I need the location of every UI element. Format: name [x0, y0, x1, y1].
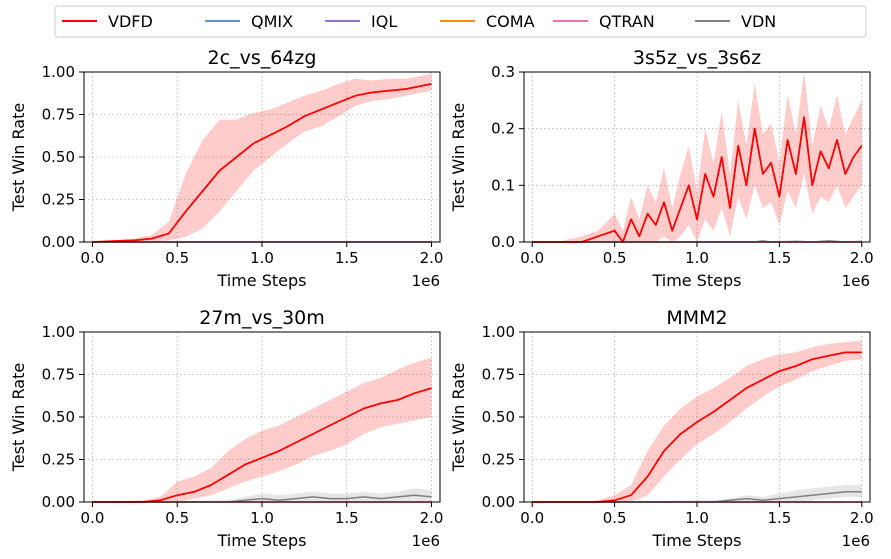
- x-tick-label: 0.0: [520, 249, 544, 267]
- band-vdn: [92, 488, 432, 502]
- y-axis-label: Test Win Rate: [9, 103, 28, 212]
- legend-label-qmix: QMIX: [251, 12, 293, 31]
- y-tick-label: 1.00: [42, 63, 75, 81]
- x-offset-label: 1e6: [842, 272, 870, 290]
- y-tick-label: 0.75: [42, 366, 75, 384]
- x-tick-label: 0.5: [165, 509, 189, 527]
- subplot-title: MMM2: [666, 307, 727, 329]
- x-axis-label: Time Steps: [216, 531, 306, 550]
- subplot-title: 27m_vs_30m: [199, 307, 325, 329]
- y-tick-label: 0.00: [482, 493, 515, 511]
- x-tick-label: 0.0: [520, 509, 544, 527]
- x-tick-label: 2.0: [850, 509, 874, 527]
- x-tick-label: 0.5: [165, 249, 189, 267]
- y-tick-label: 0.50: [42, 148, 75, 166]
- x-tick-label: 2.0: [420, 509, 444, 527]
- y-axis-label: Test Win Rate: [449, 363, 468, 472]
- band-vdn: [532, 485, 862, 502]
- legend-label-vdfd: VDFD: [108, 12, 153, 31]
- y-tick-label: 0.00: [42, 233, 75, 251]
- y-tick-label: 0.0: [491, 233, 515, 251]
- x-tick-label: 1.5: [767, 509, 791, 527]
- band-vdfd: [92, 357, 432, 502]
- y-tick-label: 0.75: [482, 366, 515, 384]
- x-tick-label: 1.0: [250, 249, 274, 267]
- y-tick-label: 0.25: [482, 451, 515, 469]
- line-vdfd: [92, 387, 432, 503]
- subplot-27m-vs-30m: 0.0 0.5 1.0 1.5 2.0 0.00 0.25 0.50 0.75 1.00 27m_v…: [9, 307, 443, 550]
- subplot-3s5z-vs-3s6z: 0.0 0.5 1.0 1.5 2.0 0.0 0.1 0.2 0.3 3s5z_vs_3s6z T…: [449, 47, 874, 290]
- y-tick-label: 0.2: [491, 120, 515, 138]
- subplot-2c-vs-64zg: 0.0 0.5 1.0 1.5 2.0 0.00 0.25 0.50 0.75 1.00 2c_vs…: [9, 47, 443, 290]
- x-offset-label: 1e6: [842, 532, 870, 550]
- y-tick-label: 0.1: [491, 176, 515, 194]
- subplot-title: 3s5z_vs_3s6z: [633, 47, 761, 69]
- y-axis-label: Test Win Rate: [449, 103, 468, 212]
- legend-label-vdn: VDN: [741, 12, 776, 31]
- y-tick-label: 0.3: [491, 63, 515, 81]
- x-tick-label: 0.0: [81, 249, 105, 267]
- x-tick-label: 0.5: [603, 249, 627, 267]
- x-tick-label: 1.0: [250, 509, 274, 527]
- x-offset-label: 1e6: [412, 272, 440, 290]
- y-tick-label: 0.25: [42, 191, 75, 209]
- band-vdfd: [92, 73, 432, 242]
- subplot-title: 2c_vs_64zg: [208, 47, 317, 69]
- y-tick-label: 0.75: [42, 106, 75, 124]
- x-tick-label: 0.5: [603, 509, 627, 527]
- line-vdn: [92, 494, 432, 503]
- x-tick-label: 2.0: [850, 249, 874, 267]
- legend-label-coma: COMA: [486, 12, 535, 31]
- band-vdfd: [532, 72, 862, 242]
- x-tick-label: 2.0: [420, 249, 444, 267]
- x-tick-label: 1.5: [767, 249, 791, 267]
- legend-label-qtran: QTRAN: [599, 12, 655, 31]
- x-tick-label: 1.0: [685, 509, 709, 527]
- y-tick-label: 0.25: [42, 451, 75, 469]
- line-vdn: [532, 491, 862, 503]
- y-tick-label: 0.50: [42, 408, 75, 426]
- line-vdfd: [532, 351, 862, 503]
- y-tick-label: 0.50: [482, 408, 515, 426]
- y-tick-label: 1.00: [42, 323, 75, 341]
- x-offset-label: 1e6: [412, 532, 440, 550]
- x-tick-label: 1.0: [685, 249, 709, 267]
- line-vdfd: [532, 116, 863, 243]
- x-axis-label: Time Steps: [216, 271, 306, 290]
- legend: VDFD QMIX IQL COMA QTRAN VDN: [54, 5, 867, 38]
- legend-label-iql: IQL: [371, 12, 397, 31]
- x-tick-label: 0.0: [81, 509, 105, 527]
- subplot-mmm2: 0.0 0.5 1.0 1.5 2.0 0.00 0.25 0.50 0.75 1.00 MMM2 T…: [449, 307, 874, 550]
- x-axis-label: Time Steps: [651, 271, 741, 290]
- line-vdfd: [92, 83, 432, 243]
- x-tick-label: 1.5: [335, 249, 359, 267]
- y-tick-label: 1.00: [482, 323, 515, 341]
- y-axis-label: Test Win Rate: [9, 363, 28, 472]
- x-axis-label: Time Steps: [651, 531, 741, 550]
- y-tick-label: 0.00: [42, 493, 75, 511]
- x-tick-label: 1.5: [335, 509, 359, 527]
